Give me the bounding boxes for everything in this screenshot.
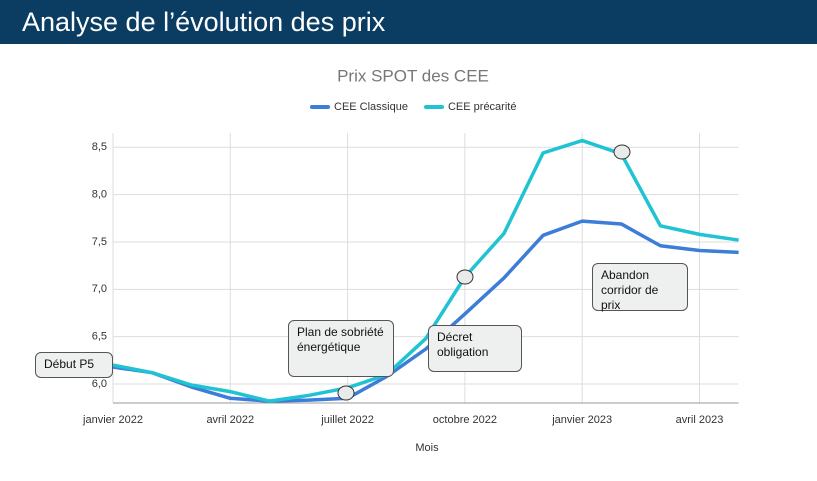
x-tick-label: juillet 2022 [320,414,374,426]
chart-title: Prix SPOT des CEE [337,66,489,85]
annotation: Début P5 [35,352,113,378]
legend-label: CEE précarité [448,101,516,113]
y-tick-label: 8,0 [92,188,107,200]
y-tick-label: 6,0 [92,378,107,390]
y-tick-label: 6,5 [92,331,107,343]
annotation: Décret obligation [428,325,522,372]
series-line [112,219,739,403]
annotation: Abandon corridor de prix [592,263,688,312]
callout-marker [456,269,474,285]
x-tick-label: janvier 2022 [82,414,143,426]
x-tick-label: avril 2022 [206,414,254,426]
callout-marker [613,144,631,160]
y-tick-label: 8,5 [92,141,107,153]
annotation: Plan de sobriété énergétique [288,320,394,377]
y-tick-label: 7,0 [92,283,107,295]
x-tick-label: avril 2023 [676,414,724,426]
callout-marker [337,385,355,401]
series-line [112,138,739,403]
page-title: Analyse de l’évolution des prix [0,0,817,44]
y-tick-label: 7,5 [92,236,107,248]
x-axis-title: Mois [415,442,439,454]
x-tick-label: janvier 2023 [551,414,612,426]
legend-label: CEE Classique [334,101,408,113]
x-tick-label: octobre 2022 [433,414,497,426]
